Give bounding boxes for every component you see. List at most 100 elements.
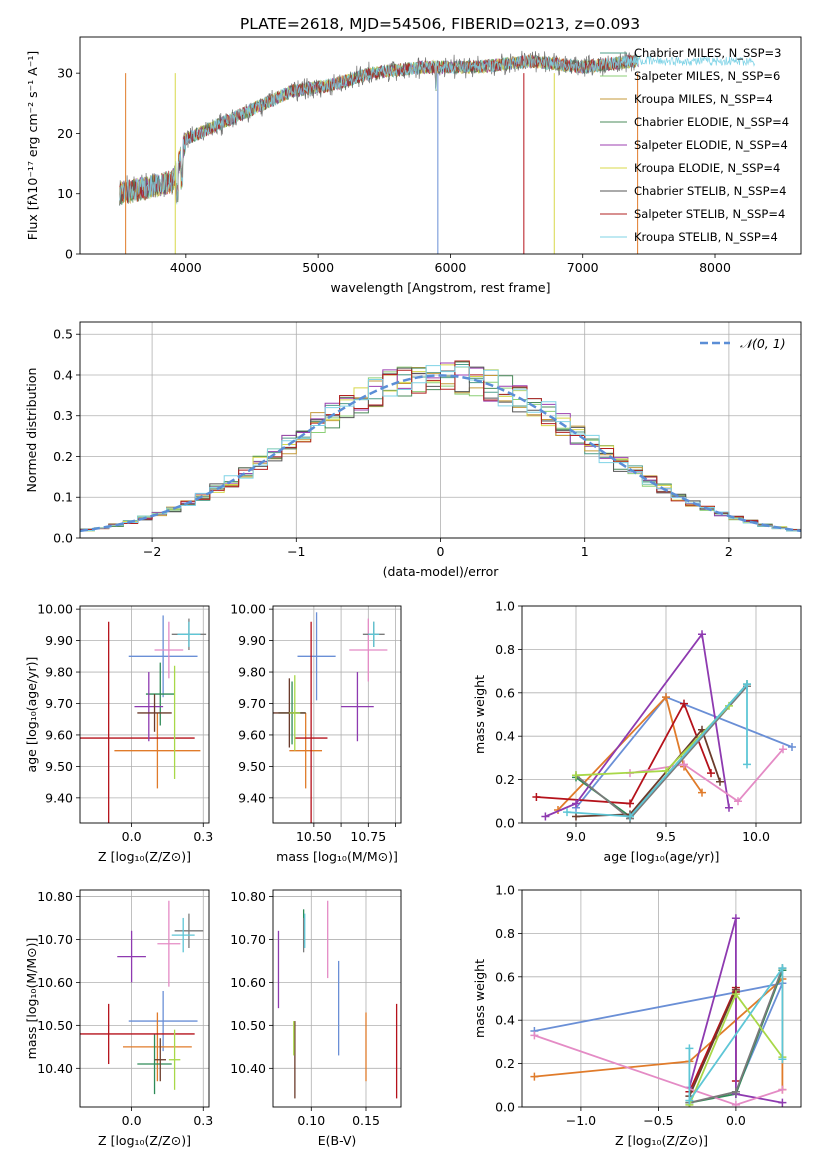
- weight-marker: [626, 812, 634, 821]
- legend-label: Salpeter STELIB, N_SSP=4: [634, 207, 785, 221]
- x-tick-label: 9.5: [656, 829, 676, 844]
- y-tick-label: 9.70: [45, 696, 73, 711]
- y-tick-label: 30: [57, 66, 73, 81]
- y-tick-label: 10.00: [230, 602, 266, 617]
- weight-marker: [680, 699, 688, 708]
- y-tick-label: 0.0: [495, 1100, 515, 1115]
- weight-marker: [626, 799, 634, 808]
- panel-age-vs-mass: 10.50 10.75 9.40 9.50 9.60 9.70 9.80 9.90 10.00 m…: [230, 602, 402, 864]
- x-tick-label: 9.0: [566, 829, 586, 844]
- y-tick-label: 9.80: [45, 665, 73, 680]
- x-axis-label: wavelength [Angstrom, rest frame]: [330, 280, 550, 295]
- weight-marker: [778, 1055, 787, 1064]
- weight-marker: [778, 964, 787, 973]
- y-tick-label: 0.4: [495, 729, 515, 744]
- y-axis-label: Normed distribution: [24, 368, 39, 493]
- spectrum-extension: [622, 55, 756, 67]
- y-tick-label: 0.4: [495, 1013, 515, 1028]
- x-tick-label: 7000: [567, 260, 599, 275]
- x-tick-label: −2: [143, 544, 161, 559]
- y-axis-label: Flux [fλ10⁻¹⁷ erg cm⁻² s⁻¹ A⁻¹]: [25, 51, 40, 240]
- y-tick-label: 10.40: [37, 1061, 73, 1076]
- axes-frame: [79, 321, 802, 539]
- y-tick-label: 0.8: [495, 926, 515, 941]
- y-tick-label: 9.60: [238, 727, 266, 742]
- weight-marker: [698, 630, 706, 639]
- weight-marker: [731, 914, 740, 923]
- weight-series: [688, 917, 783, 1104]
- y-tick-label: 9.60: [45, 727, 73, 742]
- plot-area: [277, 900, 398, 1099]
- spectrum-line: [119, 54, 639, 205]
- weight-series: [629, 748, 784, 803]
- figure-title: PLATE=2618, MJD=54506, FIBERID=0213, z=0…: [240, 15, 640, 33]
- y-tick-label: 0.2: [495, 772, 515, 787]
- x-tick-label: 0.10: [297, 1113, 325, 1128]
- weight-marker: [572, 799, 580, 808]
- y-tick-label: 9.80: [238, 665, 266, 680]
- weight-series: [688, 989, 737, 1097]
- weight-marker: [662, 693, 670, 702]
- legend-label: Salpeter MILES, N_SSP=6: [634, 69, 780, 83]
- x-tick-label: 2: [725, 544, 733, 559]
- weight-marker: [731, 1087, 740, 1096]
- x-axis-label: E(B-V): [318, 1133, 357, 1148]
- weight-marker: [541, 812, 550, 821]
- y-axis-label: mass [log₁₀(M/M⊙)]: [24, 938, 39, 1060]
- weight-marker: [725, 803, 733, 812]
- x-axis-label: Z [log₁₀(Z/Z⊙)]: [98, 849, 191, 864]
- x-tick-label: 0.0: [122, 829, 142, 844]
- axes-frame: [272, 605, 402, 824]
- x-tick-label: 6000: [435, 260, 467, 275]
- x-tick-label: −0.5: [643, 1113, 673, 1128]
- y-tick-label: 20: [57, 126, 73, 141]
- weight-marker: [734, 797, 742, 806]
- plot-area: [80, 615, 207, 823]
- y-tick-label: 0.2: [495, 1056, 515, 1071]
- x-tick-label: 4000: [170, 260, 202, 275]
- panel-residuals: −2 −1 0 1 2 0.0 0.1 0.2 0.3 0.4 0.5 (data-model)/er…: [24, 321, 802, 579]
- weight-marker: [778, 1085, 787, 1094]
- y-tick-label: 10.70: [37, 932, 73, 947]
- y-tick-label: 10.70: [230, 932, 266, 947]
- x-tick-label: −1: [287, 544, 305, 559]
- y-tick-label: 0.0: [495, 816, 515, 831]
- y-tick-label: 10.60: [37, 975, 73, 990]
- weight-series: [566, 681, 748, 818]
- weight-marker: [707, 769, 715, 778]
- weight-marker: [680, 760, 688, 769]
- plot-area: [80, 900, 204, 1095]
- y-tick-label: 10.80: [230, 889, 266, 904]
- y-tick-label: 0.3: [53, 408, 73, 423]
- axes-frame: [79, 889, 210, 1108]
- weight-marker: [563, 808, 571, 817]
- x-axis-label: Z [log₁₀(Z/Z⊙)]: [615, 1133, 708, 1148]
- panel-spectrum: 4000 5000 6000 7000 8000 0 10 20 30 wavelength [A…: [25, 36, 802, 295]
- y-tick-label: 0.8: [495, 642, 515, 657]
- plot-area: [532, 630, 796, 823]
- axes-frame: [521, 605, 802, 824]
- weight-marker: [788, 743, 796, 752]
- weight-marker: [731, 1100, 740, 1107]
- weight-marker: [778, 1098, 787, 1107]
- weight-marker: [716, 777, 724, 786]
- x-tick-label: 0.3: [193, 829, 213, 844]
- weight-marker: [530, 1072, 539, 1081]
- legend-label: Kroupa STELIB, N_SSP=4: [634, 230, 778, 244]
- weight-marker: [685, 1096, 694, 1105]
- plot-area: [119, 50, 756, 254]
- x-axis-label: mass [log₁₀(M/M⊙)]: [276, 849, 398, 864]
- y-tick-label: 10.60: [230, 975, 266, 990]
- x-tick-label: 0: [437, 544, 445, 559]
- plot-area: [530, 914, 787, 1107]
- y-tick-label: 9.40: [238, 790, 266, 805]
- legend-label: Chabrier STELIB, N_SSP=4: [634, 184, 786, 198]
- x-axis-label: age [log₁₀(age/yr)]: [604, 849, 720, 864]
- plot-area: [273, 612, 388, 823]
- y-tick-label: 0.4: [53, 367, 73, 382]
- axes-frame: [272, 889, 402, 1108]
- weight-marker: [779, 745, 787, 754]
- y-tick-label: 10.80: [37, 889, 73, 904]
- y-tick-label: 9.50: [45, 759, 73, 774]
